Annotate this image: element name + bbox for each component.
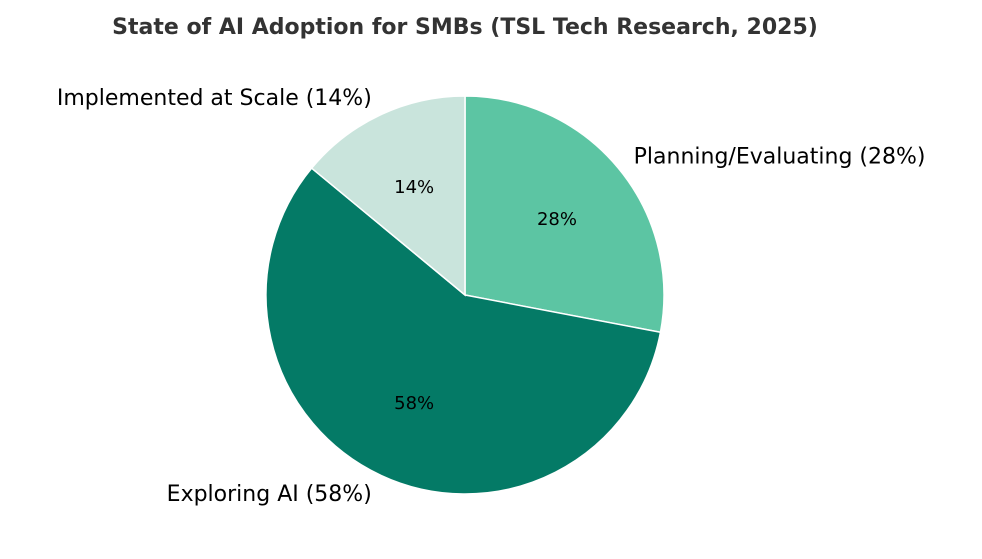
pie-slice bbox=[310, 95, 466, 297]
pie-slice bbox=[464, 95, 665, 334]
slice-percent-label: 14% bbox=[394, 177, 434, 198]
slice-percent-label: 28% bbox=[537, 209, 577, 230]
slice-label: Implemented at Scale (14%) bbox=[57, 86, 372, 111]
slice-percent-label: 58% bbox=[394, 393, 434, 414]
slice-label: Planning/Evaluating (28%) bbox=[634, 144, 926, 169]
chart-title: State of AI Adoption for SMBs (TSL Tech … bbox=[112, 15, 818, 40]
pie-slice bbox=[265, 167, 662, 495]
slice-label: Exploring AI (58%) bbox=[167, 482, 372, 507]
